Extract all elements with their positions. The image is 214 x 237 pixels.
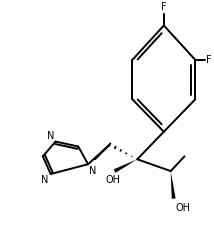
Polygon shape — [171, 171, 176, 199]
Text: F: F — [206, 55, 212, 65]
Text: OH: OH — [105, 175, 120, 185]
Text: OH: OH — [176, 203, 191, 213]
Text: N: N — [41, 175, 49, 185]
Text: N: N — [47, 131, 55, 141]
Text: F: F — [161, 2, 167, 12]
Polygon shape — [114, 159, 137, 173]
Text: N: N — [89, 166, 97, 176]
